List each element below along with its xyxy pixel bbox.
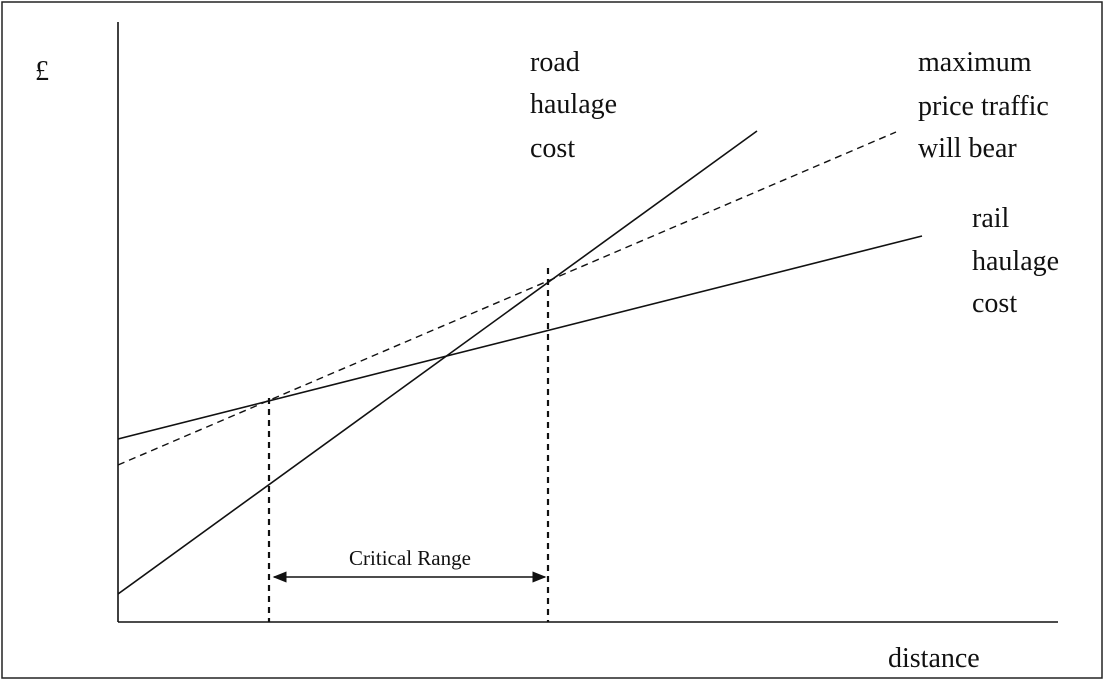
label-line: maximum	[918, 47, 1032, 78]
label-line: cost	[530, 133, 575, 164]
y-axis-label: £	[35, 56, 49, 87]
rail-cost-line	[117, 235, 923, 440]
road-cost-line	[117, 130, 758, 595]
x-axis-label: distance	[888, 643, 980, 674]
max-price-line	[117, 131, 897, 466]
label-line: rail	[972, 203, 1010, 234]
label-line: cost	[972, 288, 1017, 319]
range-label: Critical Range	[349, 546, 471, 570]
label-line: haulage	[530, 89, 617, 120]
label-line: road	[530, 47, 580, 78]
road-label: road haulage cost	[530, 47, 617, 164]
label-line: price traffic	[918, 91, 1049, 122]
rail-label: rail haulage cost	[972, 203, 1059, 319]
label-line: haulage	[972, 246, 1059, 277]
label-line: will bear	[918, 133, 1017, 164]
max-price-label: maximum price traffic will bear	[918, 47, 1049, 164]
